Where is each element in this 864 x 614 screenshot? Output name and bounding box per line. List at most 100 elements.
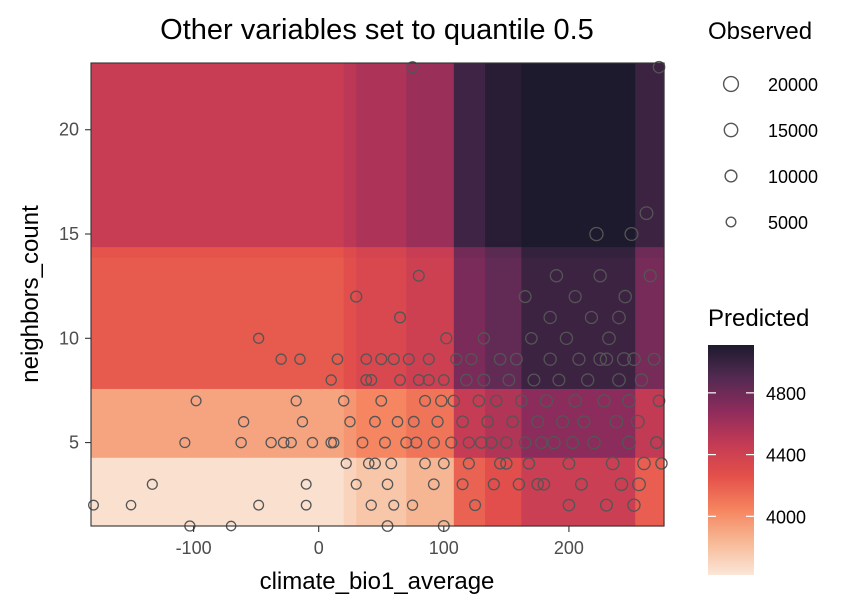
plot-panel-border (90, 62, 665, 527)
size-legend-key (722, 75, 740, 93)
heatmap-cell (91, 457, 345, 527)
observed-point (375, 353, 388, 366)
observed-point (456, 478, 469, 491)
observed-point (369, 415, 381, 428)
observed-point (300, 499, 312, 511)
observed-point (406, 61, 419, 74)
observed-point (584, 310, 599, 325)
observed-point (609, 414, 624, 429)
observed-point (568, 289, 582, 304)
observed-point (235, 436, 247, 449)
observed-point (577, 415, 591, 429)
observed-point (552, 373, 566, 387)
observed-point (630, 414, 645, 429)
size-legend-key (725, 216, 737, 228)
observed-point (350, 478, 362, 490)
observed-point (412, 269, 425, 282)
color-legend-label: 4800 (766, 384, 806, 404)
observed-point (515, 394, 528, 408)
y-axis: 5 10 15 20 (59, 120, 91, 453)
observed-point (179, 436, 191, 449)
heatmap-cell (343, 256, 357, 389)
observed-point (385, 457, 398, 470)
heatmap-cell (453, 246, 486, 258)
heatmap-cell (521, 63, 636, 248)
observed-point (534, 436, 548, 450)
observed-point (387, 353, 400, 366)
observed-point (410, 436, 423, 449)
heatmap-cell (343, 457, 357, 527)
observed-point (412, 374, 425, 386)
heatmap-cell (635, 388, 665, 458)
observed-point (637, 456, 651, 471)
size-legend-title: Observed (708, 18, 812, 45)
observed-point (381, 478, 394, 491)
observed-point (445, 436, 458, 449)
observed-point (543, 310, 557, 325)
observed-point (427, 436, 440, 449)
observed-point (547, 435, 561, 450)
x-axis: -100 0 100 200 (176, 526, 584, 558)
observed-point (300, 478, 312, 490)
observed-point (459, 373, 473, 387)
observed-point (632, 477, 646, 492)
observed-point (612, 373, 626, 387)
observed-point (655, 457, 668, 470)
heatmap-cell (485, 256, 522, 389)
observed-point (125, 499, 137, 511)
observed-points (88, 60, 668, 533)
observed-point (472, 394, 486, 408)
observed-point (422, 353, 435, 366)
observed-point (400, 436, 413, 449)
observed-point (477, 373, 491, 387)
heatmap-cells (91, 63, 665, 527)
observed-point (593, 269, 607, 283)
color-legend-label: 4000 (766, 507, 806, 527)
observed-point (647, 352, 661, 366)
heatmap-cell (521, 457, 636, 527)
color-legend-label: 4400 (766, 446, 806, 466)
observed-point (543, 352, 557, 366)
observed-point (340, 457, 352, 470)
observed-point (652, 60, 666, 74)
observed-point (634, 373, 649, 387)
observed-point (518, 290, 532, 304)
observed-point (419, 457, 431, 470)
observed-point (402, 353, 415, 366)
observed-point (506, 415, 519, 429)
observed-point (527, 373, 541, 387)
observed-point (427, 478, 440, 491)
heatmap-cell (406, 246, 455, 258)
observed-point (643, 269, 657, 283)
observed-point (562, 498, 576, 512)
y-tick-label: 15 (59, 224, 79, 244)
x-tick-label: -100 (176, 538, 212, 558)
observed-point (290, 395, 302, 407)
observed-point (500, 436, 513, 449)
observed-point (328, 436, 340, 449)
x-tick-label: 0 (314, 538, 324, 558)
observed-point (612, 310, 626, 325)
observed-point (587, 435, 601, 450)
observed-point (88, 499, 100, 511)
heatmap-cell (356, 63, 407, 248)
observed-point (559, 331, 574, 346)
observed-point (394, 374, 406, 386)
observed-point (616, 352, 632, 367)
y-tick-label: 20 (59, 120, 79, 140)
observed-point (437, 457, 450, 470)
observed-point (650, 436, 663, 450)
heatmap-cell (343, 388, 357, 458)
observed-point (360, 374, 373, 386)
observed-point (325, 374, 337, 386)
heatmap-cell (521, 256, 636, 389)
heatmap-cell (356, 457, 407, 527)
observed-point (362, 457, 375, 470)
observed-point (593, 352, 608, 367)
observed-point (500, 457, 513, 470)
observed-point (562, 456, 576, 470)
observed-point (431, 415, 444, 428)
observed-point (525, 331, 538, 345)
observed-point (190, 395, 202, 407)
